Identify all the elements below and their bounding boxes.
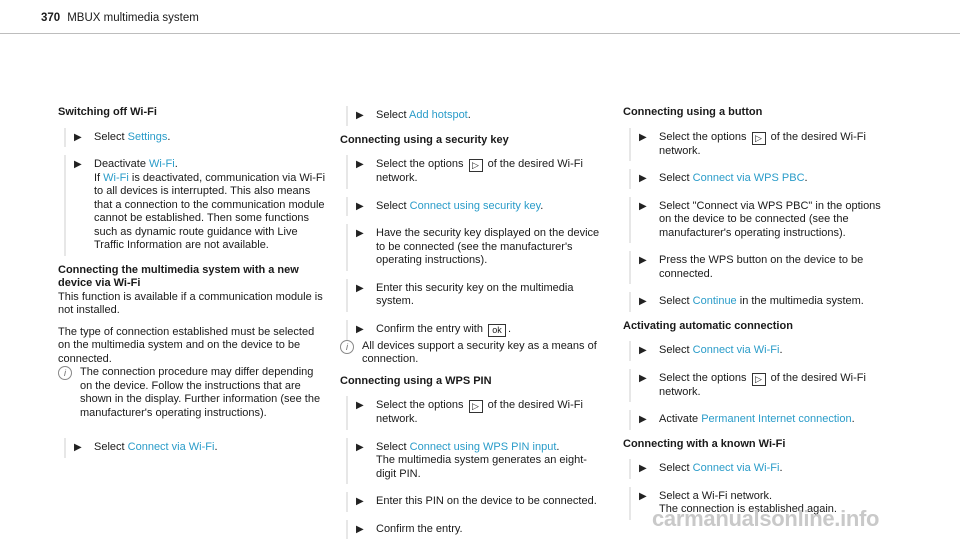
step-arrow-icon: ▶: [639, 490, 647, 502]
menu-link[interactable]: Connect via WPS PBC: [692, 172, 805, 184]
step-arrow-icon: ▶: [639, 372, 647, 384]
instruction-step: ▶ Select Connect using security key.: [346, 196, 606, 216]
menu-link[interactable]: Wi-Fi: [149, 158, 175, 170]
header-rule: [0, 33, 960, 34]
menu-link[interactable]: Add hotspot: [409, 109, 468, 121]
instruction-step: ▶ Select the options ▷ of the desired Wi…: [629, 127, 891, 161]
instruction-step: ▶ Select the options ▷ of the desired Wi…: [346, 396, 606, 430]
instruction-step: ▶ Select Continue in the multimedia syst…: [629, 292, 891, 312]
step-arrow-icon: ▶: [356, 400, 364, 411]
page-number: 370: [41, 12, 61, 24]
instruction-step: ▶ Select Add hotspot.: [346, 106, 606, 126]
instruction-step: ▶ Confirm the entry.: [346, 519, 606, 539]
section-heading: Activating automatic connection: [623, 319, 793, 332]
menu-link[interactable]: Wi-Fi: [103, 171, 129, 184]
menu-link[interactable]: Continue: [692, 295, 737, 307]
info-icon: i: [340, 339, 354, 354]
options-key-icon: ▷: [751, 131, 766, 145]
step-arrow-icon: ▶: [639, 200, 647, 212]
step-arrow-icon: ▶: [356, 523, 364, 535]
step-arrow-icon: ▶: [356, 110, 364, 121]
info-icon: i: [58, 366, 72, 380]
step-arrow-icon: ▶: [356, 441, 364, 453]
step-arrow-icon: ▶: [356, 228, 364, 239]
step-arrow-icon: ▶: [639, 296, 647, 307]
column-3: Connecting using a button ▶ Select the o…: [623, 106, 891, 528]
step-arrow-icon: ▶: [639, 414, 647, 425]
instruction-step: ▶ Select Connect via Wi-Fi.: [629, 459, 891, 479]
menu-link[interactable]: Connect using WPS PIN input: [409, 440, 557, 453]
instruction-step: ▶ Have the security key displayed on the…: [346, 224, 606, 271]
menu-link[interactable]: Permanent Internet connection: [701, 413, 852, 425]
step-arrow-icon: ▶: [639, 173, 647, 184]
step-arrow-icon: ▶: [356, 323, 364, 335]
instruction-step: ▶ Select the options ▷ of the desired Wi…: [346, 155, 606, 189]
section-heading: Connecting using a security key: [340, 133, 509, 146]
instruction-step: ▶ Select Settings.: [64, 127, 328, 147]
instruction-step: ▶ Select the options ▷ of the desired Wi…: [629, 368, 891, 402]
instruction-step: ▶ Select Connect via WPS PBC.: [629, 169, 891, 189]
watermark: carmanualsonline.info: [652, 506, 880, 531]
page-header: 370 MBUX multimedia system: [41, 12, 199, 24]
step-arrow-icon: ▶: [356, 496, 364, 507]
instruction-step: ▶ Enter this security key on the multime…: [346, 278, 606, 312]
instruction-step: ▶ Select Connect via Wi-Fi.: [64, 438, 328, 458]
step-arrow-icon: ▶: [74, 442, 82, 453]
instruction-step: ▶ Select "Connect via WPS PBC" in the op…: [629, 196, 891, 243]
instruction-step: ▶ Enter this PIN on the device to be con…: [346, 492, 606, 512]
menu-link[interactable]: Connect via Wi-Fi: [692, 344, 780, 356]
instruction-step: ▶ Activate Permanent Internet connection…: [629, 410, 891, 430]
step-arrow-icon: ▶: [74, 159, 82, 170]
options-key-icon: ▷: [751, 372, 766, 386]
column-2: ▶ Select Add hotspot. Connecting using a…: [340, 106, 606, 547]
section-heading: Connecting with a known Wi-Fi: [623, 437, 786, 450]
instruction-step: ▶ Select a Wi-Fi network. The connection…: [629, 486, 891, 520]
step-arrow-icon: ▶: [356, 200, 364, 212]
step-arrow-icon: ▶: [639, 463, 647, 474]
step-arrow-icon: ▶: [639, 131, 647, 143]
step-arrow-icon: ▶: [639, 255, 647, 266]
section-heading: Switching off Wi-Fi: [58, 106, 157, 118]
step-arrow-icon: ▶: [356, 159, 364, 170]
info-note: i The connection procedure may differ de…: [58, 366, 328, 420]
step-arrow-icon: ▶: [356, 282, 364, 294]
info-note: i All devices support a security key as …: [340, 339, 606, 367]
instruction-step: ▶ Select Connect using WPS PIN input. Th…: [346, 437, 606, 484]
ok-key-icon: ok: [488, 323, 507, 337]
menu-link[interactable]: Connect via Wi-Fi: [692, 462, 780, 474]
section-heading: Connecting using a WPS PIN: [340, 374, 492, 387]
paragraph: The type of connection established must …: [58, 325, 315, 365]
step-arrow-icon: ▶: [74, 131, 82, 143]
instruction-step: ▶ Press the WPS button on the device to …: [629, 251, 891, 284]
options-key-icon: ▷: [468, 400, 483, 413]
instruction-step: ▶ Select Connect via Wi-Fi.: [629, 341, 891, 361]
section-heading: Connecting using a button: [623, 106, 763, 118]
instruction-step: ▶ Deactivate Wi-Fi. If Wi-Fi is deactiva…: [64, 155, 328, 256]
options-key-icon: ▷: [468, 159, 483, 172]
instruction-step: ▶ Confirm the entry with ok.: [346, 319, 606, 340]
menu-link[interactable]: Settings: [127, 130, 168, 143]
paragraph: This function is available if a communic…: [58, 290, 323, 317]
menu-link[interactable]: Connect using security key: [409, 199, 541, 212]
column-1: Switching off Wi-Fi ▶ Select Settings. ▶…: [58, 106, 328, 466]
section-heading: Connecting the multimedia system with a …: [58, 263, 299, 290]
menu-link[interactable]: Connect via Wi-Fi: [127, 441, 215, 453]
step-arrow-icon: ▶: [639, 345, 647, 356]
running-title: MBUX multimedia system: [67, 12, 199, 24]
